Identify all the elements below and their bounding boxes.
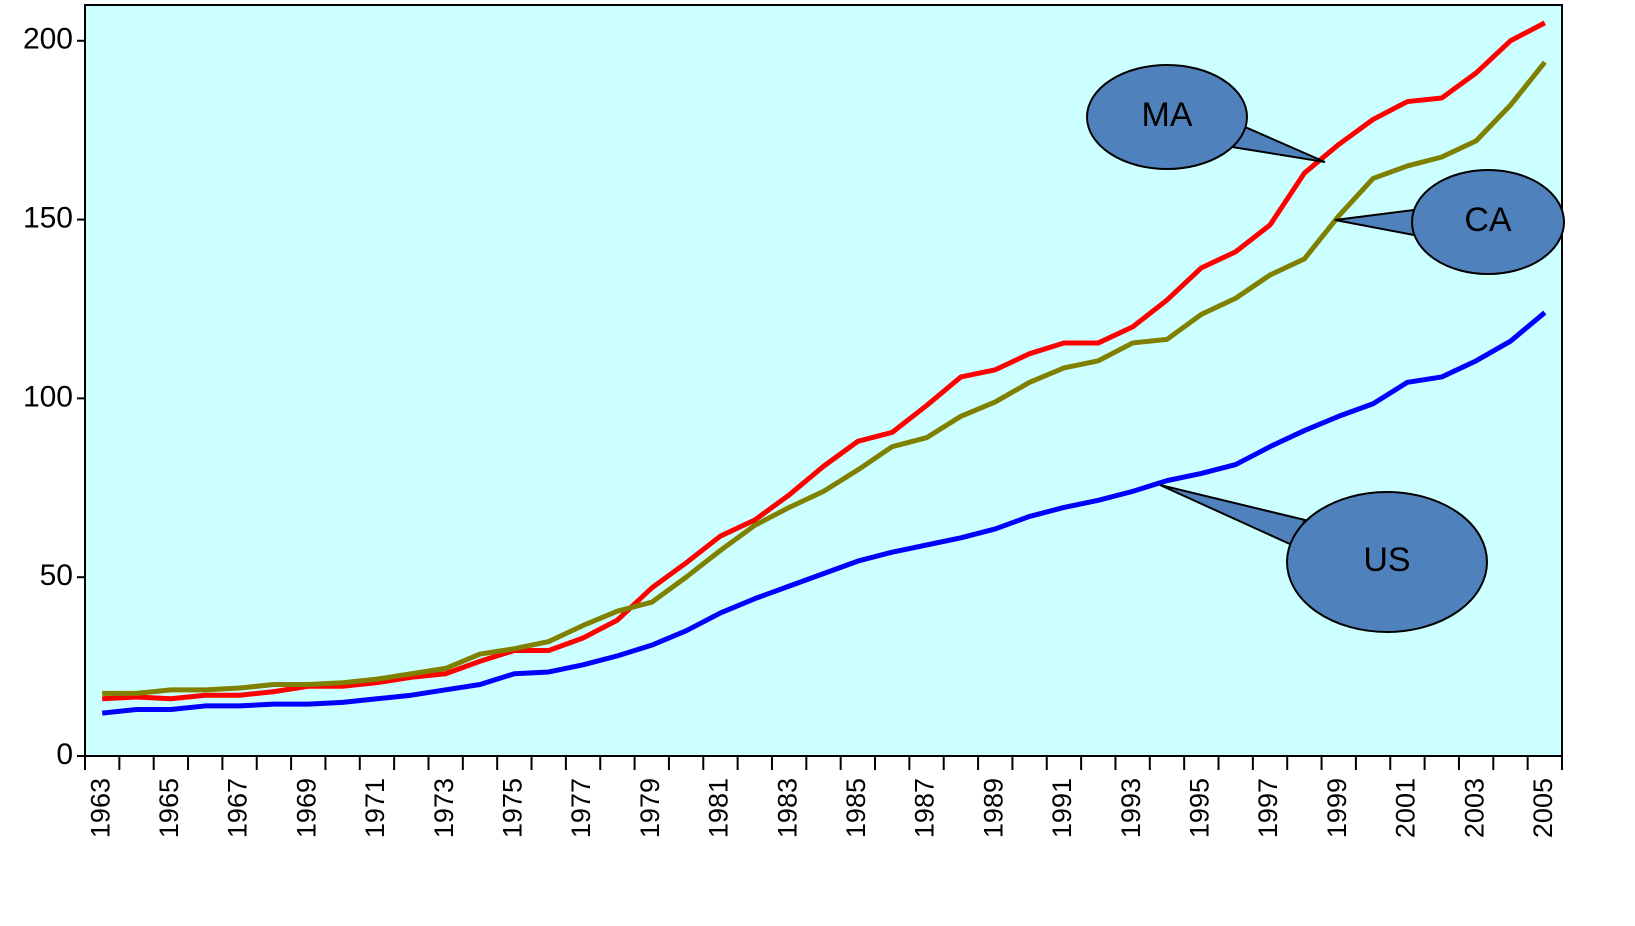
x-tick-label: 1985	[841, 778, 871, 838]
callout-bubble	[1286, 491, 1488, 633]
x-tick-label: 1983	[772, 778, 802, 838]
series-line	[101, 310, 1547, 716]
callout-bubble	[1086, 64, 1248, 170]
x-tick-label: 1975	[497, 778, 527, 838]
x-tick-label: 1977	[566, 778, 596, 838]
x-tick-label: 1989	[978, 778, 1008, 838]
callout-label: MA	[1142, 96, 1193, 134]
series-line	[102, 60, 1547, 696]
callout-bubble	[1411, 169, 1565, 275]
x-tick-label: 2003	[1459, 778, 1489, 838]
series-line	[102, 20, 1546, 702]
x-tick-label: 1991	[1047, 778, 1077, 838]
callout-label: CA	[1464, 201, 1512, 239]
x-tick-label: 1993	[1116, 778, 1146, 838]
x-tick-label: 1987	[910, 778, 940, 838]
x-tick-label: 2005	[1528, 778, 1558, 838]
y-tick-label: 50	[40, 559, 73, 592]
y-tick-label: 0	[56, 738, 73, 771]
x-tick-label: 2001	[1391, 778, 1421, 838]
y-tick-label: 100	[23, 380, 73, 413]
x-tick-label: 1965	[154, 778, 184, 838]
x-tick-label: 1979	[635, 778, 665, 838]
x-tick-label: 1973	[429, 778, 459, 838]
x-tick-label: 1981	[704, 778, 734, 838]
x-tick-label: 1995	[1184, 778, 1214, 838]
x-tick-label: 1999	[1322, 778, 1352, 838]
x-tick-label: 1963	[85, 778, 115, 838]
plot-area	[84, 4, 1563, 757]
x-tick-label: 1971	[360, 778, 390, 838]
y-tick-label: 200	[23, 23, 73, 56]
x-tick-label: 1997	[1253, 778, 1283, 838]
y-tick-label: 150	[23, 201, 73, 234]
x-tick-label: 1967	[223, 778, 253, 838]
x-tick-label: 1969	[291, 778, 321, 838]
callout-label: US	[1363, 541, 1410, 579]
